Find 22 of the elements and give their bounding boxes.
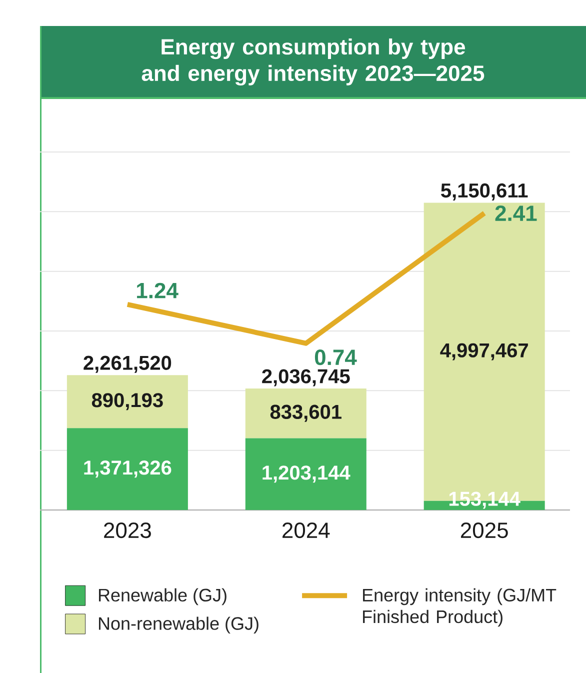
data-label: 0.74 xyxy=(314,350,357,366)
data-label: 1.24 xyxy=(137,282,178,298)
x-tick-label: 2023 xyxy=(104,522,151,538)
data-label: 1,203,144 xyxy=(262,466,350,483)
data-label: 4,997,467 xyxy=(440,343,528,360)
data-label: 2.41 xyxy=(495,206,537,221)
x-tick-label: 2024 xyxy=(282,522,330,538)
data-label: 833,601 xyxy=(270,404,342,422)
chart-title: Energy consumption by type and energy intensity 2023—2025 xyxy=(142,38,484,86)
bar xyxy=(66,375,188,428)
data-label: 1,371,326 xyxy=(84,460,172,478)
legend-label: Energy intensity (GJ/MT Finished Product) xyxy=(363,588,556,627)
bar xyxy=(245,438,366,510)
total-label: 2,036,745 xyxy=(262,369,350,386)
bar xyxy=(245,388,366,438)
bar xyxy=(66,428,188,510)
total-label: 2,261,520 xyxy=(84,356,172,373)
data-label: 890,193 xyxy=(92,393,163,410)
legend-label: Renewable (GJ) xyxy=(98,588,226,606)
x-tick-label: 2025 xyxy=(460,522,508,538)
legend-label: Non-renewable (GJ) xyxy=(98,616,258,634)
total-label: 5,150,611 xyxy=(441,183,528,200)
